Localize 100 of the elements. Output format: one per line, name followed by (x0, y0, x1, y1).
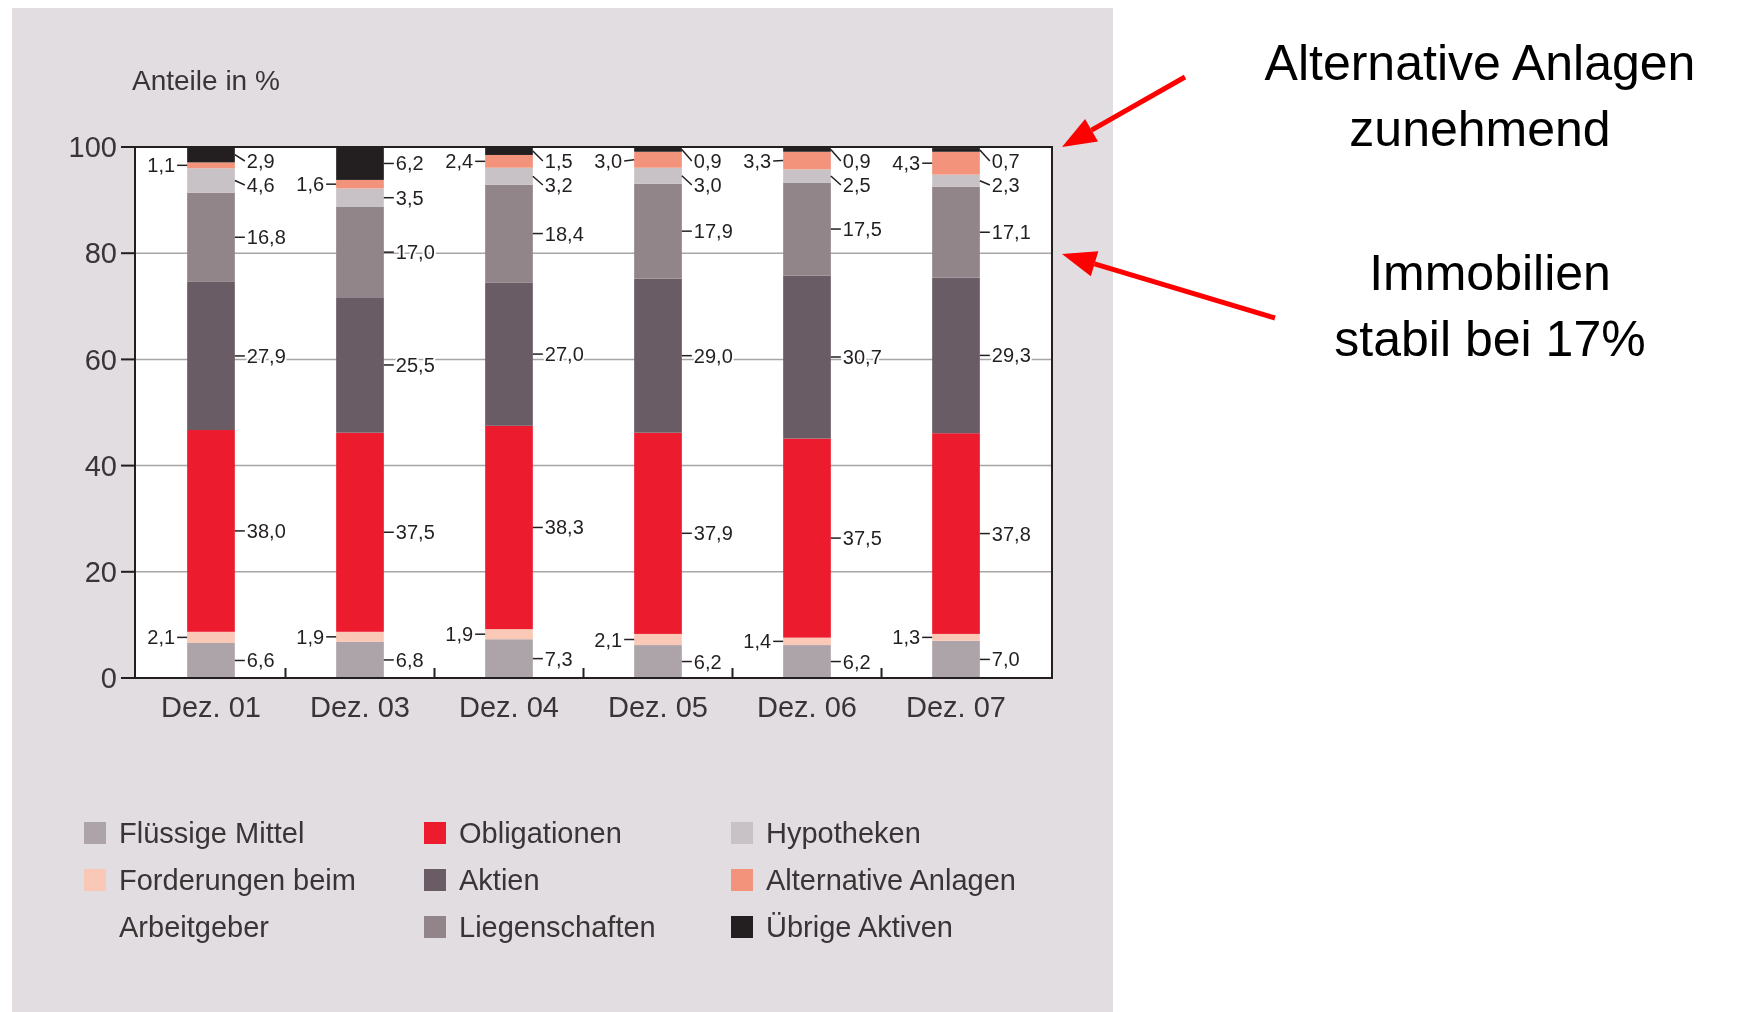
data-label: 2,4 (445, 150, 474, 173)
bar (783, 169, 831, 183)
data-label: 7,3 (544, 647, 573, 670)
legend-label: Flüssige Mittel (119, 817, 305, 850)
y-tick-label: 40 (84, 449, 117, 482)
bar (932, 151, 980, 175)
data-label: 1,5 (544, 150, 573, 172)
bar (187, 281, 235, 431)
bar (187, 642, 235, 678)
bar (932, 433, 980, 634)
y-tick-label: 80 (84, 237, 117, 270)
data-label: 2,3 (991, 174, 1020, 196)
data-label: 37,5 (842, 527, 882, 550)
data-label: 17,5 (842, 218, 882, 241)
data-label: 2,1 (594, 628, 623, 651)
legend-label: Forderungen beim Arbeitgeber (119, 864, 356, 944)
data-label: 0,7 (991, 150, 1020, 172)
data-label: 2,5 (842, 174, 871, 196)
bar (336, 179, 384, 189)
bar (783, 275, 831, 439)
y-tick-label: 0 (100, 662, 117, 695)
bar (783, 438, 831, 638)
x-tick-label: Dez. 06 (757, 691, 857, 723)
data-label: 37,8 (991, 522, 1031, 545)
bar (932, 640, 980, 678)
data-label: 2,9 (246, 150, 275, 172)
legend-label: Obligationen (459, 817, 622, 850)
bar (336, 207, 384, 298)
data-label: 30,7 (842, 346, 882, 369)
data-label: 37,5 (395, 521, 435, 544)
bar (336, 297, 384, 433)
bar (783, 182, 831, 276)
y-axis-title: Anteile in % (132, 65, 280, 96)
x-tick-label: Dez. 04 (459, 691, 559, 723)
bar (187, 631, 235, 643)
data-label: 17,0 (395, 241, 435, 264)
data-label: 16,8 (246, 226, 286, 249)
bar (783, 645, 831, 678)
legend-label: Übrige Aktiven (766, 911, 953, 944)
data-label: 38,3 (544, 516, 584, 539)
data-label: 0,9 (693, 150, 722, 172)
bar (932, 174, 980, 187)
bar (932, 186, 980, 278)
bar (634, 645, 682, 678)
bar (187, 162, 235, 169)
bar (634, 151, 682, 168)
data-label: 1,1 (147, 154, 176, 177)
bar (485, 154, 533, 168)
data-label: 3,2 (544, 174, 573, 196)
legend-label: Liegenschaften (459, 911, 656, 944)
x-tick-label: Dez. 05 (608, 691, 708, 723)
data-label: 38,0 (246, 519, 286, 542)
bar (634, 278, 682, 433)
data-label: 18,4 (544, 222, 584, 245)
data-label: 37,9 (693, 522, 733, 545)
bar (485, 184, 533, 283)
text: Alternative Anlagen zunehmend (1264, 35, 1696, 157)
data-label: 7,0 (991, 648, 1020, 671)
data-label: 6,2 (395, 152, 424, 175)
data-label: 27,0 (544, 343, 584, 366)
legend-label: Hypotheken (766, 817, 921, 850)
x-tick-label: Dez. 03 (310, 691, 410, 723)
data-label: 0,9 (842, 150, 871, 172)
bar (783, 637, 831, 646)
bar (485, 639, 533, 678)
bar (783, 151, 831, 170)
bar (336, 432, 384, 632)
text: Immobilien stabil bei 17% (1334, 245, 1646, 367)
bar (187, 192, 235, 282)
data-label: 2,1 (147, 626, 176, 649)
data-label: 4,6 (246, 174, 275, 196)
data-label: 6,8 (395, 648, 424, 671)
data-label: 29,0 (693, 344, 733, 367)
data-label: 6,2 (842, 650, 871, 673)
data-label: 1,3 (892, 626, 921, 649)
bar (336, 188, 384, 207)
data-label: 17,9 (693, 220, 733, 243)
bar (932, 633, 980, 641)
bar (634, 183, 682, 279)
x-tick-label: Dez. 07 (906, 691, 1006, 723)
bar (634, 633, 682, 646)
data-label: 1,9 (296, 625, 325, 648)
legend-label: Alternative Anlagen (766, 864, 1016, 897)
data-label: 6,2 (693, 650, 722, 673)
bar (932, 277, 980, 434)
x-tick-label: Dez. 01 (161, 691, 261, 723)
data-label: 27,9 (246, 344, 286, 367)
bar (634, 432, 682, 634)
y-tick-label: 60 (84, 343, 117, 376)
bar (187, 168, 235, 193)
data-label: 3,5 (395, 186, 424, 209)
bar (485, 282, 533, 426)
data-label: 3,3 (743, 150, 772, 172)
y-tick-label: 20 (84, 555, 117, 588)
data-label: 17,1 (991, 221, 1031, 244)
data-label: 3,0 (594, 150, 623, 172)
bar (187, 430, 235, 632)
data-label: 1,6 (296, 173, 325, 196)
data-label: 6,6 (246, 649, 275, 672)
data-label: 1,4 (743, 630, 772, 653)
